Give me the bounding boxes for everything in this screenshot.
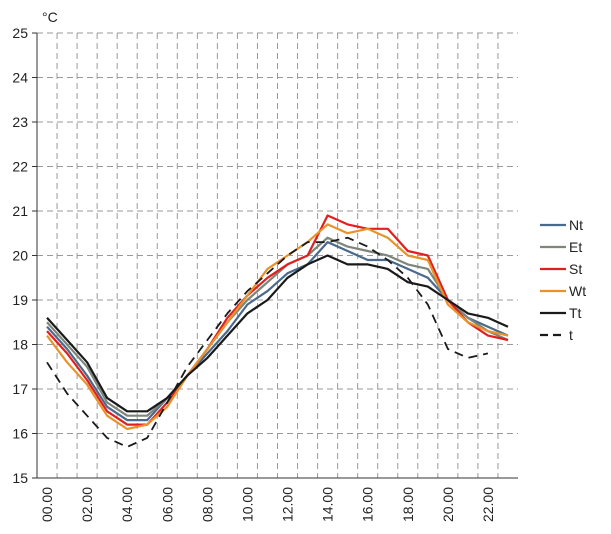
series-line-tt — [46, 254, 509, 413]
y-axis-unit-label: °C — [42, 9, 58, 25]
series-line-et — [46, 236, 509, 417]
x-tick-label: 20.00 — [440, 487, 456, 522]
y-tick-label: 21 — [12, 203, 28, 219]
y-tick-label: 25 — [12, 25, 28, 41]
x-tick-label: 02.00 — [79, 487, 95, 522]
x-tick-label: 08.00 — [199, 487, 215, 522]
y-tick-label: 23 — [12, 114, 28, 130]
series-line-wt — [46, 223, 509, 431]
axes — [32, 32, 518, 479]
series-line-st — [46, 214, 509, 426]
legend-label-et: Et — [569, 239, 582, 255]
y-tick-label: 18 — [12, 337, 28, 353]
x-tick-label: 06.00 — [159, 487, 175, 522]
x-tick-label: 16.00 — [360, 487, 376, 522]
series-lines — [46, 214, 509, 448]
y-tick-label: 19 — [12, 292, 28, 308]
legend-label-wt: Wt — [569, 283, 586, 299]
y-tick-label: 16 — [12, 426, 28, 442]
x-tick-label: 12.00 — [280, 487, 296, 522]
x-tick-label: 10.00 — [239, 487, 255, 522]
y-tick-label: 17 — [12, 381, 28, 397]
series-line-nt — [46, 241, 509, 422]
legend-label-tt: Tt — [569, 305, 582, 321]
legend-label-nt: Nt — [569, 217, 583, 233]
legend-label-st: St — [569, 261, 582, 277]
x-tick-label: 14.00 — [320, 487, 336, 522]
y-tick-label: 15 — [12, 470, 28, 486]
x-tick-label: 00.00 — [39, 487, 55, 522]
x-tick-label: 04.00 — [119, 487, 135, 522]
y-tick-label: 20 — [12, 248, 28, 264]
series-line-t — [46, 236, 489, 448]
grid-lines — [37, 32, 518, 478]
legend-label-t: t — [569, 327, 573, 343]
y-tick-label: 22 — [12, 159, 28, 175]
legend: Nt Et St Wt Tt t — [540, 217, 586, 343]
y-tick-label: 24 — [12, 70, 28, 86]
x-tick-labels: 00.00 02.00 04.00 06.00 08.00 10.00 12.00 14.00… — [39, 487, 496, 522]
x-tick-label: 22.00 — [480, 487, 496, 522]
x-tick-label: 18.00 — [400, 487, 416, 522]
y-tick-labels: 15 16 17 18 19 20 21 22 23 24 25 — [12, 25, 28, 486]
